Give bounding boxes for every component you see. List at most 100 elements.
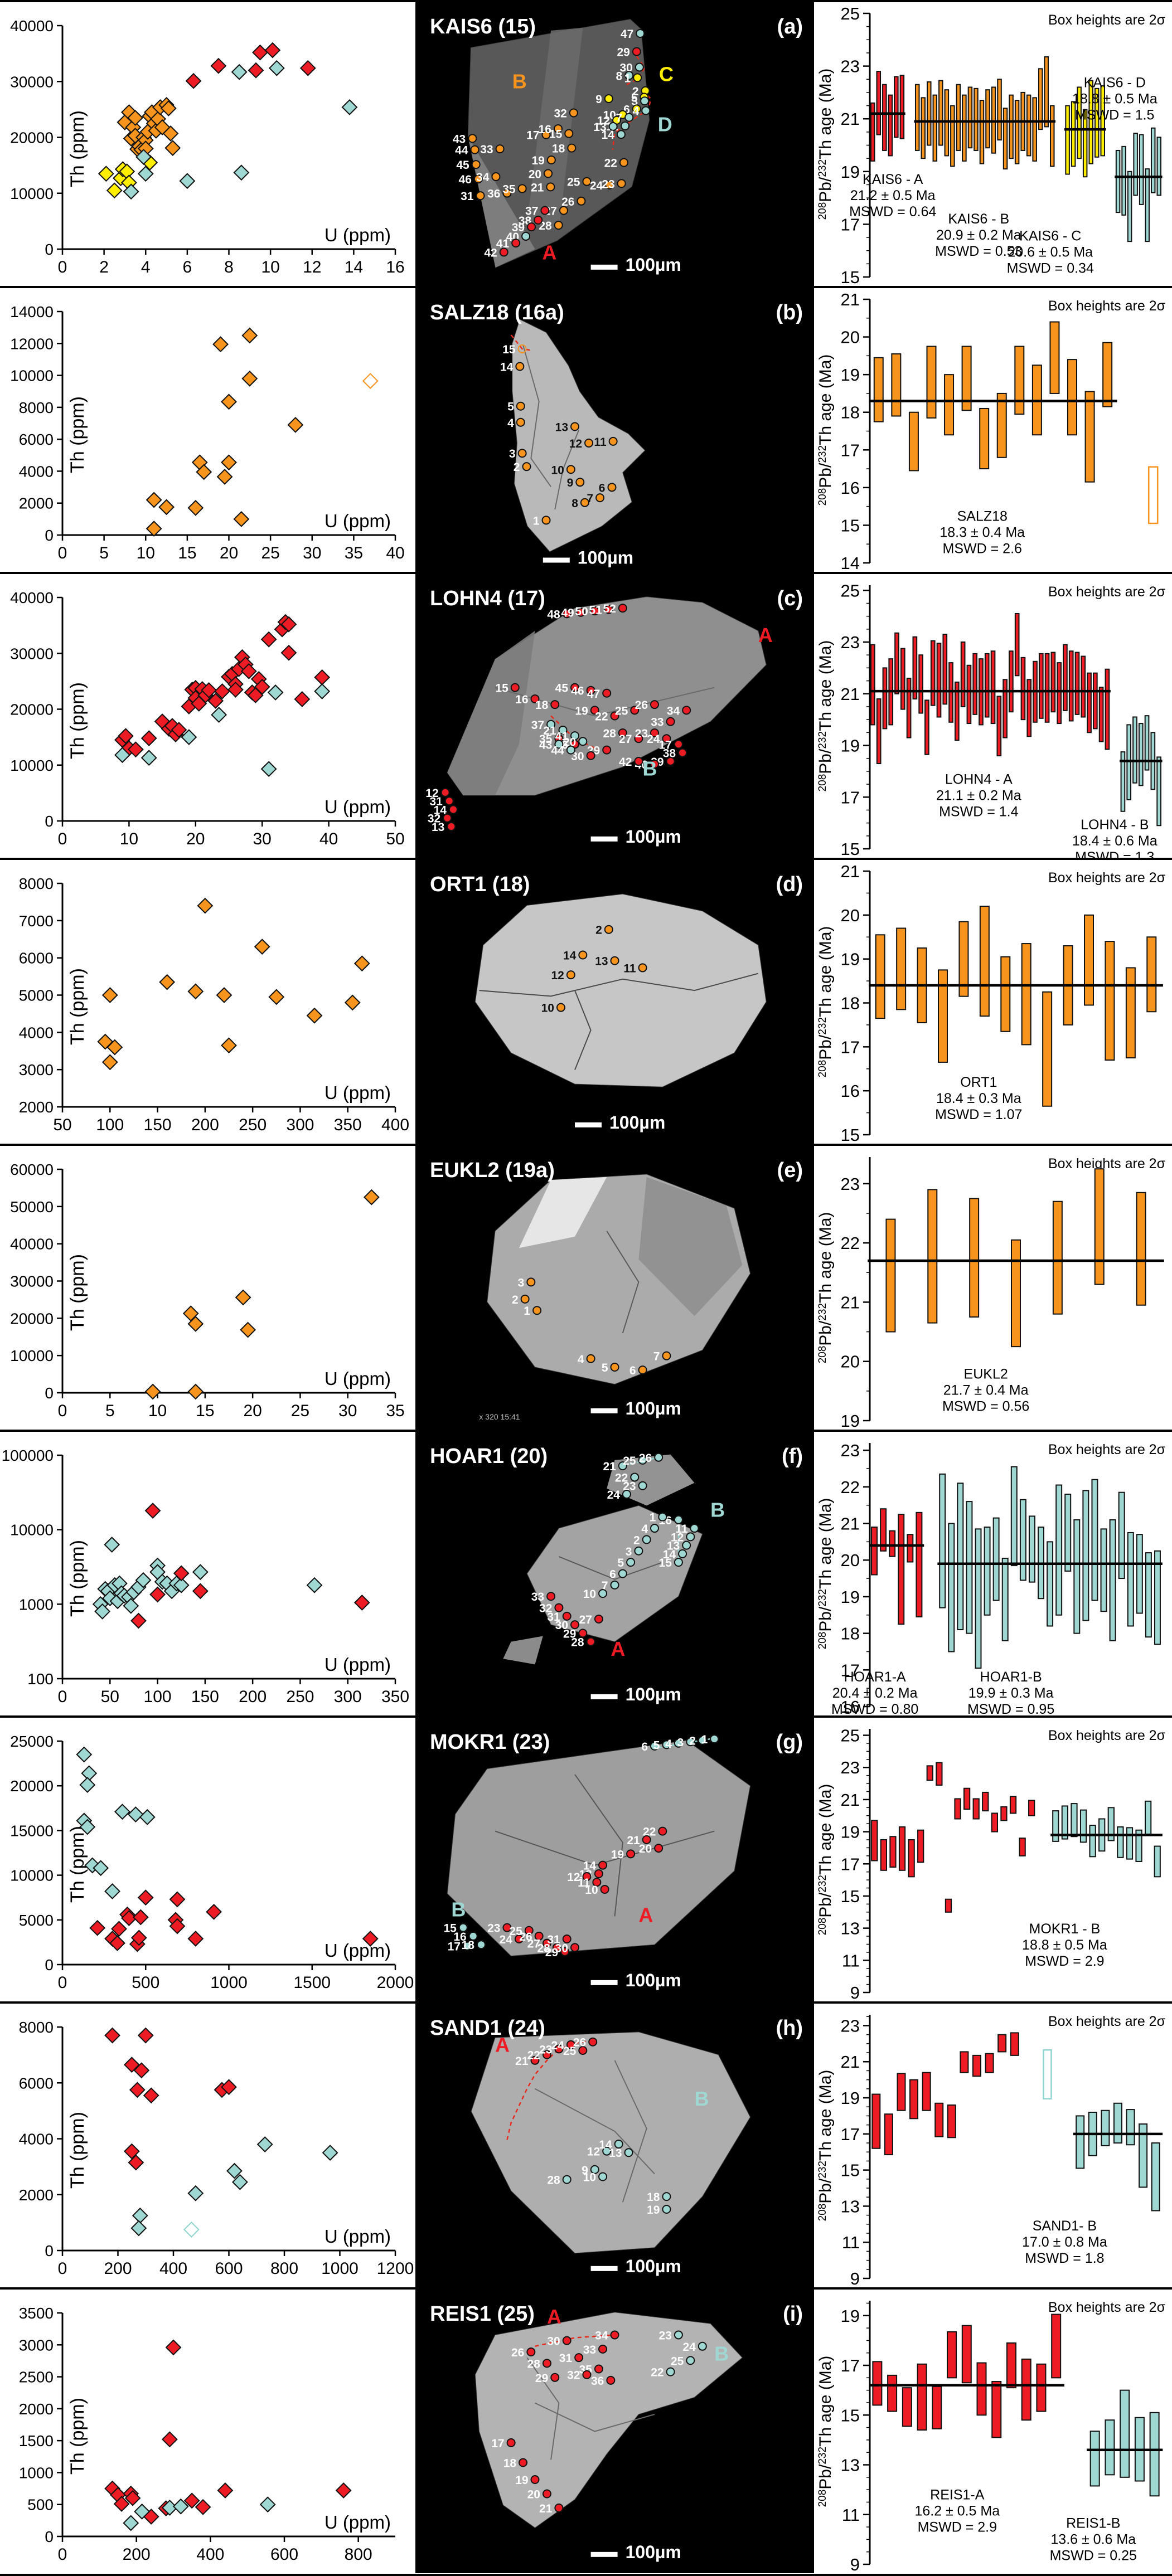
svg-text:15: 15: [443, 1922, 457, 1935]
svg-text:U (ppm): U (ppm): [325, 1368, 391, 1389]
svg-text:29: 29: [563, 1627, 576, 1640]
svg-text:400: 400: [159, 2259, 187, 2278]
svg-text:0: 0: [58, 2259, 67, 2278]
scatter-point-h: [137, 2027, 154, 2044]
svg-text:44: 44: [551, 745, 564, 757]
svg-text:35: 35: [539, 733, 553, 746]
spot-f-4: [650, 1524, 659, 1533]
age-bar-i: [1149, 2412, 1160, 2497]
svg-text:Th (ppm): Th (ppm): [67, 1254, 88, 1331]
svg-text:8000: 8000: [19, 399, 54, 416]
scatter-point-a: [106, 182, 123, 199]
crystal-title: SAND1 (24): [430, 2016, 545, 2040]
svg-text:17: 17: [841, 2125, 860, 2144]
age-bar-f: [916, 1511, 923, 1618]
spot-h-10: [598, 2172, 608, 2181]
spot-c-46: [586, 686, 595, 695]
scatter-point-e: [235, 1289, 251, 1306]
age-bar-d: [1021, 943, 1031, 1046]
spot-a-20: [544, 169, 553, 178]
age-bar-a: [1044, 56, 1049, 128]
crystal-panel-d: 2 14 13 11 12 10 ORT1 (18) (d) 100µm: [415, 860, 814, 1144]
svg-text:30000: 30000: [10, 645, 54, 662]
ages-chart-a: 15 17 19 21 23 25 208Pb/232Th age (Ma) Box heig…: [816, 4, 1166, 286]
scatter-chart-b: 0 5 10 15 20 25 30 35 40 0 2000 4000 6000 8000 10000 12…: [10, 303, 405, 562]
spot-a-42: [499, 247, 508, 257]
svg-text:41: 41: [496, 237, 510, 250]
svg-text:2: 2: [632, 85, 639, 98]
age-bar-c: [918, 654, 923, 714]
spot-c-15: [510, 683, 520, 692]
scatter-point-a: [231, 64, 248, 80]
spot-h-26: [588, 2037, 598, 2047]
scatter-point-b: [196, 464, 212, 480]
age-bar-c: [1092, 672, 1098, 730]
svg-text:30: 30: [571, 750, 584, 763]
spot-f-3: [634, 1546, 643, 1556]
spot-a-38: [534, 215, 543, 225]
svg-text:100µm: 100µm: [626, 2542, 681, 2562]
spot-a-43: [468, 134, 477, 143]
ages-annotation: MSWD = 2.9: [918, 2520, 997, 2535]
ages-panel-i: 9 11 13 15 17 19 208Pb/232Th age (Ma) Box heigh…: [814, 2290, 1172, 2573]
spot-f-11: [690, 1524, 699, 1533]
scatter-point-i: [165, 2339, 182, 2356]
svg-text:5: 5: [602, 1362, 608, 1374]
svg-text:21: 21: [603, 1460, 616, 1473]
age-bar-a: [1032, 97, 1037, 162]
svg-text:26: 26: [561, 196, 574, 208]
svg-text:100000: 100000: [2, 1447, 54, 1464]
svg-text:25000: 25000: [10, 1733, 54, 1750]
svg-text:1: 1: [650, 1511, 656, 1524]
scatter-point-h: [130, 2220, 147, 2237]
age-bar-g: [945, 1898, 952, 1913]
svg-text:21: 21: [841, 1790, 860, 1810]
svg-text:19: 19: [841, 1587, 860, 1607]
spot-c-41: [570, 731, 579, 741]
age-bar-g: [1089, 1825, 1096, 1858]
age-bar-f: [1082, 1490, 1089, 1621]
scatter-panel-d: 50 100 150 200 250 300 350 400 2000 3000 4000 5000 6…: [0, 860, 415, 1144]
svg-text:51: 51: [589, 604, 602, 617]
spot-c-30: [586, 751, 595, 760]
sigma-note: Box heights are 2σ: [1048, 870, 1166, 886]
svg-text:20: 20: [841, 1352, 860, 1372]
scatter-point-a: [341, 99, 358, 115]
svg-text:U (ppm): U (ppm): [325, 2512, 391, 2533]
sigma-note: Box heights are 2σ: [1048, 1442, 1166, 1457]
age-bar-c: [1014, 613, 1020, 677]
spot-h-22: [542, 2050, 551, 2059]
ages-panel-a: 15 17 19 21 23 25 208Pb/232Th age (Ma) Box heig…: [814, 2, 1172, 286]
scatter-point-f: [353, 1595, 370, 1611]
ages-annotation: MSWD = 0.64: [849, 204, 936, 220]
svg-text:25: 25: [841, 581, 860, 600]
scatter-point-c: [214, 683, 230, 699]
age-bar-g: [963, 1787, 971, 1810]
age-bar-i: [947, 2331, 957, 2379]
svg-text:30: 30: [253, 830, 272, 848]
age-bar-a: [888, 94, 893, 157]
svg-text:33: 33: [531, 1591, 544, 1603]
age-bar-f: [1010, 1466, 1018, 1567]
age-bar-i: [1036, 2363, 1047, 2412]
svg-text:25: 25: [509, 1925, 522, 1938]
age-bar-c: [1156, 756, 1161, 827]
spot-a-44: [470, 145, 480, 154]
svg-text:3000: 3000: [19, 2336, 54, 2354]
spot-a-19: [546, 155, 556, 165]
svg-text:6: 6: [599, 482, 606, 494]
svg-text:50: 50: [53, 1116, 71, 1134]
spot-i-34: [610, 2330, 619, 2340]
scatter-point-g: [169, 1891, 186, 1908]
svg-text:17: 17: [841, 2356, 860, 2375]
svg-text:15: 15: [495, 682, 508, 695]
svg-text:U (ppm): U (ppm): [325, 796, 391, 817]
svg-text:x 320 15:41: x 320 15:41: [479, 1412, 520, 1421]
svg-text:22: 22: [604, 157, 617, 170]
spot-f-14: [678, 1549, 687, 1558]
spot-a-22: [619, 158, 628, 167]
spot-f-28: [586, 1637, 595, 1646]
svg-text:16: 16: [386, 258, 404, 276]
age-bar-a: [870, 102, 875, 162]
